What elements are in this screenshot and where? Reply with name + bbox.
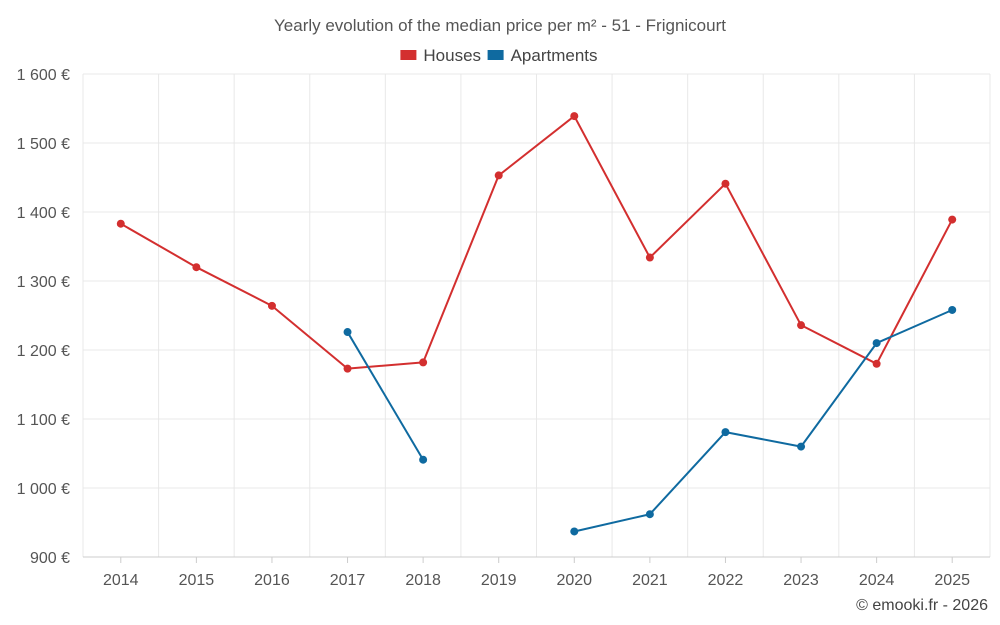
x-tick-label: 2014 [103, 572, 139, 589]
x-tick-label: 2025 [934, 572, 970, 589]
legend-swatch-apartments [487, 50, 504, 60]
houses-point-2015[interactable] [192, 263, 201, 272]
x-tick-label: 2018 [405, 572, 441, 589]
apartments-series-line [574, 309, 953, 533]
apartments-point-2023[interactable] [797, 442, 806, 451]
x-tick-label: 2017 [330, 572, 366, 589]
x-tick-label: 2022 [708, 572, 744, 589]
houses-point-2020[interactable] [570, 112, 579, 121]
legend-swatch-houses [400, 50, 417, 60]
y-tick-label: 1 100 € [17, 412, 70, 429]
x-tick-label: 2024 [859, 572, 895, 589]
houses-point-2022[interactable] [721, 179, 730, 188]
y-tick-label: 1 200 € [17, 343, 70, 360]
series-layer [116, 112, 957, 536]
x-tick-label: 2016 [254, 572, 290, 589]
houses-series-line [120, 115, 954, 370]
x-tick-label: 2019 [481, 572, 517, 589]
apartments-point-2021[interactable] [645, 510, 654, 519]
apartments-point-2024[interactable] [872, 339, 881, 348]
apartments-point-2025[interactable] [948, 305, 957, 314]
houses-point-2025[interactable] [948, 215, 957, 224]
y-tick-label: 1 500 € [17, 136, 70, 153]
gridlines [82, 73, 991, 557]
legend-item-houses[interactable]: Houses [400, 46, 481, 65]
legend[interactable]: Houses Apartments [400, 46, 598, 65]
x-tick-label: 2021 [632, 572, 668, 589]
apartments-series-line [346, 331, 424, 461]
y-tick-label: 1 400 € [17, 205, 70, 222]
x-tick-label: 2023 [783, 572, 819, 589]
legend-label-houses: Houses [423, 46, 481, 65]
houses-point-2023[interactable] [797, 321, 806, 330]
x-tick-label: 2015 [179, 572, 215, 589]
houses-point-2024[interactable] [872, 359, 881, 368]
credit-text: © emooki.fr - 2026 [856, 597, 988, 614]
houses-point-2016[interactable] [267, 301, 276, 310]
houses-point-2021[interactable] [645, 253, 654, 262]
apartments-point-2018[interactable] [419, 455, 428, 464]
y-tick-label: 1 600 € [17, 67, 70, 84]
legend-item-apartments[interactable]: Apartments [487, 46, 598, 65]
apartments-point-2022[interactable] [721, 428, 730, 437]
apartments-point-2020[interactable] [570, 527, 579, 536]
chart-title: Yearly evolution of the median price per… [274, 16, 726, 35]
y-tick-label: 900 € [30, 550, 70, 567]
apartments-point-2017[interactable] [343, 328, 352, 337]
y-tick-label: 1 000 € [17, 481, 70, 498]
axes: 900 € 1 000 € 1 100 € 1 200 € 1 300 € 1 400 €… [17, 67, 990, 589]
y-tick-label: 1 300 € [17, 274, 70, 291]
houses-point-2018[interactable] [419, 358, 428, 367]
houses-point-2019[interactable] [494, 171, 503, 180]
x-tick-label: 2020 [556, 572, 592, 589]
houses-point-2017[interactable] [343, 364, 352, 373]
legend-label-apartments: Apartments [511, 46, 598, 65]
houses-point-2014[interactable] [116, 219, 125, 228]
